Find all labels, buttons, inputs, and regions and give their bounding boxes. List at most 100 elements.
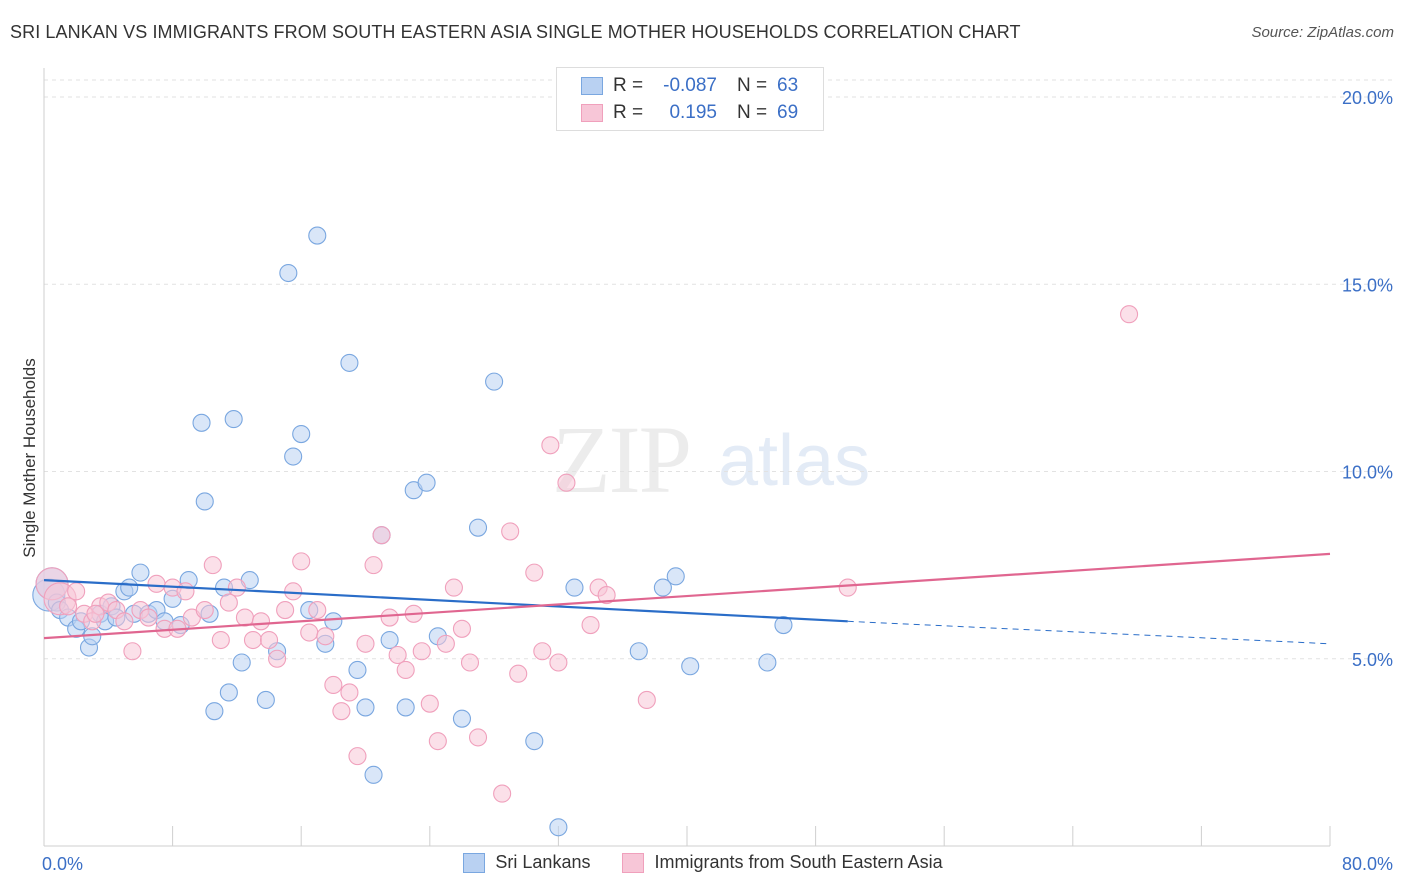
immigrants-point: [493, 784, 512, 803]
immigrants-point: [259, 630, 279, 650]
r-label: R =: [613, 102, 644, 123]
watermark-atlas: atlas: [718, 421, 871, 501]
y-tick-label: 5.0%: [1352, 650, 1393, 670]
sri-lankans-point: [205, 702, 224, 721]
y-axis-label: Single Mother Households: [20, 358, 39, 558]
legend-item-sri-lankans[interactable]: Sri Lankans: [463, 852, 590, 873]
sri-lankans-point: [256, 690, 275, 709]
sri-lankans-point: [417, 473, 436, 492]
sri-lankans-point: [120, 578, 139, 597]
immigrants-point: [637, 690, 656, 709]
sri-lankans-point: [666, 567, 685, 586]
immigrants-point: [86, 604, 105, 623]
sri-lankans-point: [549, 818, 568, 837]
immigrants-point: [557, 473, 576, 492]
n-value: 69: [777, 102, 799, 123]
sri-lankans-point: [192, 413, 211, 432]
immigrants-point: [388, 645, 407, 665]
sri-lankans-point: [340, 353, 359, 372]
trend-lines: [43, 552, 1331, 645]
immigrants-point: [356, 634, 375, 653]
sri-lankans-point: [758, 653, 777, 672]
immigrants-point: [420, 694, 439, 713]
legend-item-immigrants[interactable]: Immigrants from South Eastern Asia: [622, 852, 943, 873]
sri-lankans-trend: [43, 579, 848, 623]
sri-lankans-point: [219, 683, 238, 702]
immigrants-point: [452, 619, 472, 638]
x-tick-label: 0.0%: [42, 854, 83, 874]
immigrants-point: [372, 526, 391, 545]
immigrants-point: [380, 608, 399, 627]
immigrants-point: [292, 552, 311, 571]
source-label: Source: ZipAtlas.com: [1251, 24, 1394, 41]
immigrants-point: [501, 522, 520, 541]
stats-box: R = -0.087 N = 63 R = 0.195 N = 69: [556, 67, 824, 131]
immigrants-point: [211, 630, 230, 650]
immigrants-point: [276, 601, 295, 620]
points: [32, 226, 1139, 837]
immigrants-point: [533, 642, 552, 661]
sri-lankans-point: [324, 612, 343, 631]
immigrants-point: [468, 728, 488, 747]
sri-lankans-point: [380, 630, 399, 650]
immigrants-point: [59, 597, 78, 616]
immigrants-point: [509, 664, 528, 683]
immigrants-swatch: [581, 104, 603, 122]
immigrants-point: [139, 608, 158, 627]
sri-lankans-point: [396, 698, 415, 717]
immigrants-point: [460, 653, 480, 672]
y-tick-label: 10.0%: [1342, 463, 1393, 483]
stats-row-sri-lankans: R = -0.087 N = 63: [581, 73, 798, 99]
r-value: 0.195: [669, 102, 717, 123]
immigrants-point: [203, 556, 222, 575]
legend: Sri Lankans Immigrants from South Easter…: [0, 852, 1406, 873]
r-value: -0.087: [663, 75, 717, 96]
stats-row-immigrants: R = 0.195 N = 69: [581, 100, 798, 126]
immigrants-point: [428, 732, 447, 751]
immigrants-point: [115, 612, 134, 631]
sri-lankans-point: [525, 732, 544, 751]
immigrants-point: [1120, 305, 1139, 324]
immigrants-point: [67, 582, 86, 601]
axes: [43, 68, 1331, 847]
sri-lankans-point: [364, 765, 383, 784]
sri-lankans-point: [224, 410, 243, 429]
immigrants-point: [308, 601, 327, 620]
sri-lankans-point: [452, 709, 472, 728]
watermark-zip: ZIP: [552, 406, 692, 513]
tick-labels: 5.0% 10.0% 15.0% 20.0% 0.0% 80.0%: [42, 88, 1393, 874]
sri-lankans-point: [195, 492, 214, 511]
sri-lankans-point: [485, 372, 504, 391]
immigrants-point: [332, 702, 351, 721]
immigrants-point: [219, 593, 238, 612]
sri-lankans-swatch: [581, 77, 603, 95]
immigrants-point: [195, 601, 214, 620]
sri-lankans-point: [308, 226, 327, 245]
n-value: 63: [777, 75, 799, 96]
sri-lankans-point: [279, 263, 298, 283]
immigrants-trend: [43, 552, 1331, 640]
sri-lankans-point: [131, 563, 150, 582]
immigrants-point: [396, 660, 415, 680]
immigrants-point: [251, 612, 271, 631]
immigrants-point: [436, 634, 455, 653]
legend-label: Immigrants from South Eastern Asia: [654, 852, 943, 872]
immigrants-point: [324, 675, 343, 695]
x-tick-label: 80.0%: [1342, 854, 1393, 874]
sri-lankans-point: [356, 698, 375, 717]
sri-lankans-point: [681, 657, 700, 676]
chart-title: SRI LANKAN VS IMMIGRANTS FROM SOUTH EAST…: [10, 22, 1021, 42]
immigrants-point: [176, 582, 195, 601]
sri-lankans-point: [565, 578, 584, 597]
immigrants-swatch: [622, 852, 645, 873]
immigrants-point: [348, 747, 367, 766]
immigrants-point: [541, 436, 560, 455]
n-label: N =: [737, 75, 768, 96]
immigrants-point: [268, 649, 287, 668]
immigrants-point: [549, 653, 568, 672]
immigrants-point: [581, 615, 600, 635]
legend-label: Sri Lankans: [495, 852, 591, 872]
sri-lankans-point: [232, 653, 251, 672]
immigrants-point: [525, 563, 544, 582]
sri-lankans-swatch: [463, 852, 486, 873]
